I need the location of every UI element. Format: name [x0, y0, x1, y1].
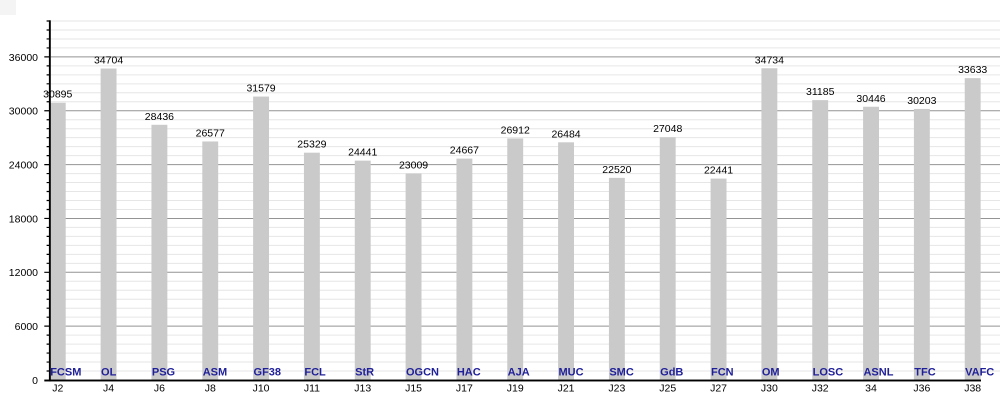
- svg-text:HAC: HAC: [457, 367, 481, 379]
- svg-text:GdB: GdB: [660, 367, 683, 379]
- svg-text:25329: 25329: [297, 139, 326, 151]
- svg-text:30895: 30895: [43, 89, 72, 101]
- svg-text:24667: 24667: [450, 145, 479, 157]
- svg-text:18000: 18000: [9, 213, 38, 225]
- svg-text:OGCN: OGCN: [406, 367, 439, 379]
- svg-text:0: 0: [32, 375, 38, 387]
- svg-text:ASNL: ASNL: [863, 367, 893, 379]
- svg-text:6000: 6000: [15, 321, 39, 333]
- svg-text:30446: 30446: [856, 93, 885, 105]
- svg-text:28436: 28436: [145, 111, 174, 123]
- svg-text:J6: J6: [154, 383, 165, 395]
- svg-text:24000: 24000: [9, 160, 38, 172]
- svg-text:LOSC: LOSC: [813, 367, 844, 379]
- svg-text:12000: 12000: [9, 267, 38, 279]
- svg-text:31185: 31185: [806, 86, 835, 98]
- svg-text:OL: OL: [101, 367, 117, 379]
- svg-text:FCN: FCN: [711, 367, 734, 379]
- svg-text:34: 34: [865, 383, 877, 395]
- svg-text:26484: 26484: [551, 128, 580, 140]
- svg-text:J23: J23: [608, 383, 625, 395]
- svg-text:24441: 24441: [348, 147, 377, 159]
- svg-text:J15: J15: [405, 383, 422, 395]
- svg-text:TFC: TFC: [914, 367, 935, 379]
- svg-text:22520: 22520: [602, 164, 631, 176]
- svg-text:SMC: SMC: [609, 367, 634, 379]
- svg-text:34734: 34734: [755, 54, 784, 66]
- svg-text:26912: 26912: [501, 124, 530, 136]
- svg-text:30000: 30000: [9, 106, 38, 118]
- svg-text:J2: J2: [52, 383, 63, 395]
- svg-text:26577: 26577: [196, 127, 225, 139]
- svg-text:GF38: GF38: [254, 367, 282, 379]
- svg-text:J13: J13: [354, 383, 371, 395]
- svg-text:J27: J27: [710, 383, 727, 395]
- svg-text:36000: 36000: [9, 52, 38, 64]
- svg-text:J10: J10: [253, 383, 270, 395]
- svg-text:FCSM: FCSM: [50, 367, 81, 379]
- svg-text:30203: 30203: [907, 95, 936, 107]
- svg-text:J36: J36: [913, 383, 930, 395]
- svg-text:MUC: MUC: [559, 367, 584, 379]
- svg-text:PSG: PSG: [152, 367, 175, 379]
- svg-text:J38: J38: [964, 383, 981, 395]
- svg-text:J4: J4: [103, 383, 114, 395]
- svg-text:J19: J19: [507, 383, 524, 395]
- svg-text:J17: J17: [456, 383, 473, 395]
- svg-text:33633: 33633: [958, 64, 987, 76]
- svg-text:J30: J30: [761, 383, 778, 395]
- svg-text:StR: StR: [355, 367, 374, 379]
- svg-text:AJA: AJA: [508, 367, 530, 379]
- svg-text:22441: 22441: [704, 165, 733, 177]
- svg-text:34704: 34704: [94, 55, 123, 67]
- svg-text:J8: J8: [205, 383, 216, 395]
- svg-text:ASM: ASM: [203, 367, 227, 379]
- svg-text:J25: J25: [659, 383, 676, 395]
- svg-text:31579: 31579: [246, 83, 275, 95]
- svg-text:VAFC: VAFC: [965, 367, 994, 379]
- svg-text:OM: OM: [762, 367, 780, 379]
- svg-text:23009: 23009: [399, 159, 428, 171]
- svg-text:J21: J21: [558, 383, 575, 395]
- svg-text:27048: 27048: [653, 123, 682, 135]
- svg-text:J11: J11: [304, 383, 320, 395]
- svg-text:FCL: FCL: [304, 367, 326, 379]
- svg-text:J32: J32: [812, 383, 829, 395]
